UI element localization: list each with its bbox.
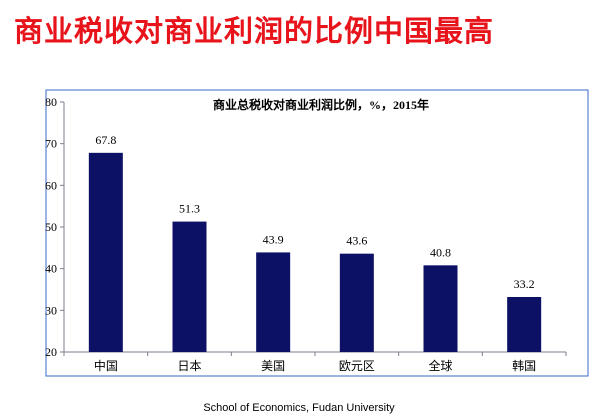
y-tick-label: 80 — [45, 95, 57, 109]
slide-title: 商业税收对商业利润的比例中国最高 — [14, 14, 495, 48]
data-label: 51.3 — [179, 202, 200, 216]
y-tick-label: 30 — [45, 303, 57, 317]
x-tick-label: 全球 — [428, 358, 452, 373]
chart-title: 商业总税收对商业利润比例，%，2015年 — [213, 97, 429, 112]
footer-text: School of Economics, Fudan University — [203, 402, 395, 414]
x-tick-label: 美国 — [261, 359, 285, 373]
y-tick-label: 50 — [45, 220, 57, 234]
x-tick-label: 韩国 — [512, 358, 536, 373]
bar — [88, 152, 123, 352]
x-tick-label: 日本 — [177, 359, 201, 373]
data-label: 43.6 — [346, 234, 367, 248]
chart-container: 商业总税收对商业利润比例，%，2015年 20 30 40 50 60 70 80 67.8 中… — [6, 88, 592, 388]
data-label: 33.2 — [514, 277, 535, 291]
bar-chart: 商业总税收对商业利润比例，%，2015年 20 30 40 50 60 70 80 67.8 中… — [45, 89, 589, 377]
data-label: 43.9 — [263, 232, 284, 246]
y-tick-label: 60 — [45, 178, 57, 192]
bar — [256, 252, 291, 352]
y-tick-label: 70 — [45, 137, 57, 151]
chart-border — [45, 89, 589, 377]
x-tick-label: 欧元区 — [339, 359, 375, 373]
x-tick-label: 中国 — [94, 358, 118, 373]
y-tick-label: 20 — [45, 345, 57, 359]
data-label: 67.8 — [95, 133, 116, 147]
bar — [423, 265, 458, 352]
data-label: 40.8 — [430, 245, 451, 259]
bar — [339, 253, 374, 352]
bar — [507, 297, 542, 352]
bar — [172, 221, 207, 352]
y-tick-label: 40 — [45, 262, 57, 276]
